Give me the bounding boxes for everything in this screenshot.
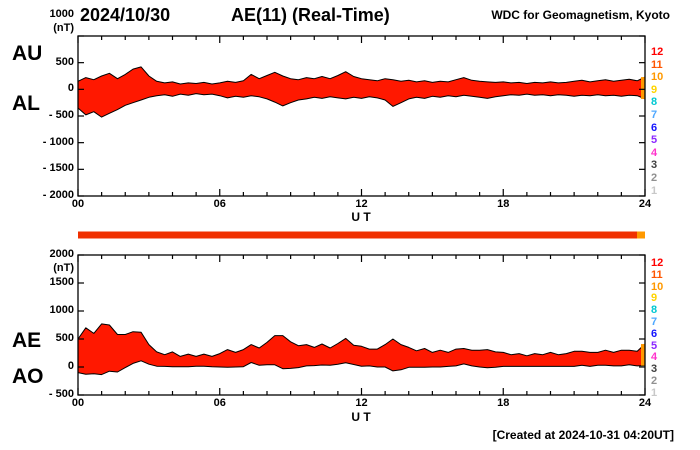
- x-tick-label: 00: [71, 397, 85, 409]
- station-count-12: 12: [651, 257, 664, 269]
- au-axis-label: AU: [12, 42, 43, 65]
- y-tick-label: 1000: [49, 304, 74, 316]
- ao-axis-label: AO: [12, 365, 44, 388]
- station-count-8: 8: [651, 96, 658, 109]
- station-count-8: 8: [651, 304, 658, 317]
- station-count-9: 9: [651, 292, 658, 305]
- latest-data-marker: [641, 344, 645, 366]
- station-count-7: 7: [651, 109, 658, 121]
- station-count-3: 3: [651, 363, 658, 376]
- y-tick-label: - 2000: [42, 189, 74, 201]
- station-count-11: 11: [651, 268, 663, 281]
- plot-frame: [77, 35, 646, 197]
- y-tick-label: - 1500: [42, 162, 74, 175]
- unit-label-top: (nT): [53, 22, 74, 34]
- x-tick-label: 12: [355, 198, 368, 210]
- source-label: WDC for Geomagnetism, Kyoto: [491, 8, 670, 22]
- y-tick-label: 0: [67, 360, 74, 372]
- x-tick-label: 24: [638, 397, 652, 409]
- created-label: [Created at 2024-10-31 04:20UT]: [492, 428, 674, 442]
- station-count-6: 6: [651, 121, 658, 134]
- y-tick-label: - 500: [48, 388, 74, 400]
- station-count-7: 7: [651, 316, 658, 328]
- area-fill-AU-AL: [77, 66, 646, 118]
- station-count-10: 10: [651, 71, 664, 84]
- y-tick-label: 0: [67, 82, 74, 95]
- realtime-coverage-bar-tip: [637, 231, 645, 239]
- station-count-6: 6: [651, 327, 658, 340]
- ut-label-top: U T: [351, 210, 371, 224]
- realtime-coverage-bar: [78, 231, 645, 239]
- x-tick-label: 06: [213, 198, 226, 210]
- date-label: 2024/10/30: [80, 5, 171, 25]
- y-tick-label: - 500: [48, 109, 74, 121]
- y-tick-label: 1500: [49, 276, 74, 288]
- station-count-2: 2: [651, 172, 658, 184]
- unit-label-bottom: (nT): [53, 262, 74, 274]
- station-count-5: 5: [651, 134, 658, 147]
- plot-frame: [77, 254, 646, 396]
- station-count-2: 2: [651, 375, 658, 387]
- al-axis-label: AL: [12, 92, 40, 115]
- y-tick-label: - 1000: [42, 135, 74, 148]
- ut-label-bottom: U T: [351, 410, 371, 424]
- page-title: AE(11) (Real-Time): [231, 5, 390, 25]
- y-tick-label-top-max: 1000: [49, 8, 74, 20]
- y-tick-label: 500: [55, 332, 74, 344]
- station-count-12: 12: [651, 46, 664, 58]
- station-count-1: 1: [651, 386, 658, 399]
- station-count-10: 10: [651, 280, 664, 293]
- x-tick-label: 18: [497, 397, 510, 409]
- station-count-1: 1: [651, 184, 658, 197]
- x-tick-label: 24: [638, 198, 652, 210]
- x-tick-label: 06: [213, 397, 226, 409]
- y-tick-label-bottom-max: 2000: [49, 248, 74, 260]
- station-count-9: 9: [651, 83, 658, 96]
- area-fill-AE-AO: [77, 323, 646, 376]
- station-count-3: 3: [651, 159, 658, 172]
- latest-data-marker: [641, 77, 645, 99]
- x-tick-label: 00: [71, 198, 85, 210]
- x-tick-label: 12: [355, 397, 368, 409]
- station-count-11: 11: [651, 58, 663, 71]
- x-tick-label: 18: [497, 198, 510, 210]
- station-count-4: 4: [651, 146, 658, 159]
- station-count-4: 4: [651, 351, 658, 364]
- y-tick-label: 500: [55, 55, 74, 68]
- ae-axis-label: AE: [12, 329, 42, 352]
- station-count-5: 5: [651, 339, 658, 352]
